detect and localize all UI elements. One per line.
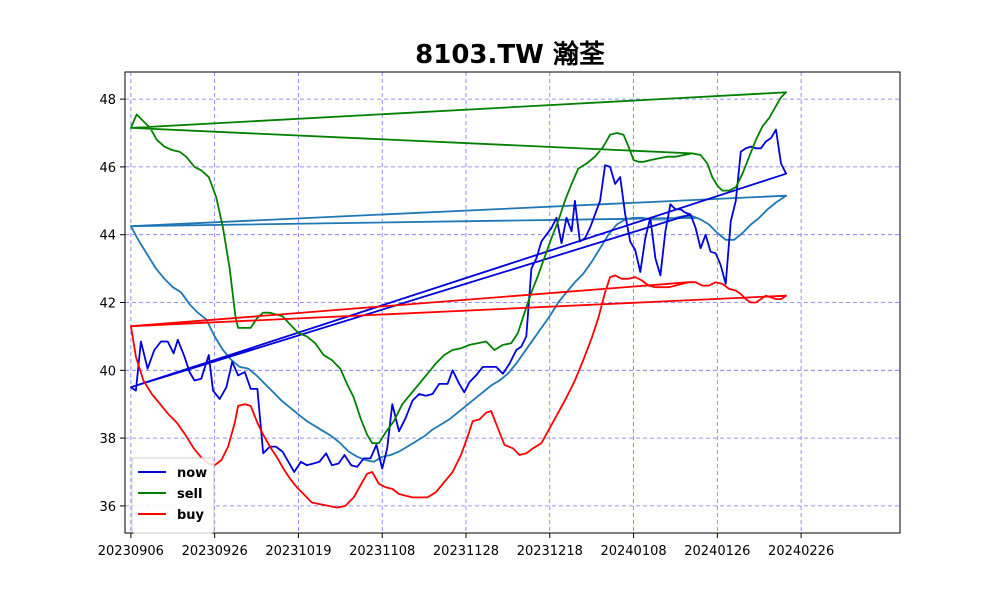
- x-tick-label: 20240126: [684, 544, 750, 559]
- x-tick-label: 20231218: [517, 544, 583, 559]
- series-line-buy: [129, 274, 787, 509]
- y-tick-label: 38: [99, 432, 116, 447]
- series-line-unlabeled: [129, 194, 787, 463]
- y-tick-label: 42: [99, 297, 116, 312]
- x-tick-label: 20231019: [265, 544, 331, 559]
- y-tick-label: 36: [99, 500, 116, 515]
- legend-label-buy: buy: [177, 508, 205, 523]
- chart-title: 8103.TW 瀚荃: [415, 39, 605, 70]
- x-tick-label: 20240108: [600, 544, 666, 559]
- x-tick-label: 20231108: [349, 544, 415, 559]
- grid: [125, 72, 900, 533]
- y-tick-label: 46: [99, 161, 116, 176]
- x-tick-label: 20231128: [433, 544, 499, 559]
- y-tick-label: 48: [99, 93, 116, 108]
- x-tick-label: 20230906: [98, 544, 164, 559]
- y-tick-label: 44: [99, 229, 116, 244]
- legend: now sell buy: [131, 457, 215, 534]
- y-axis: 36 38 40 42 44 46 48: [99, 93, 125, 515]
- x-tick-label: 20240226: [768, 544, 834, 559]
- series-line-sell: [129, 91, 787, 445]
- legend-label-sell: sell: [177, 487, 202, 502]
- series-lines: [129, 91, 787, 509]
- x-tick-label: 20230926: [182, 544, 248, 559]
- legend-label-now: now: [177, 466, 207, 481]
- series-line-now: [129, 128, 787, 473]
- x-axis: 20230906 20230926 20231019 20231108 20231128…: [98, 533, 834, 559]
- y-tick-label: 40: [99, 364, 116, 379]
